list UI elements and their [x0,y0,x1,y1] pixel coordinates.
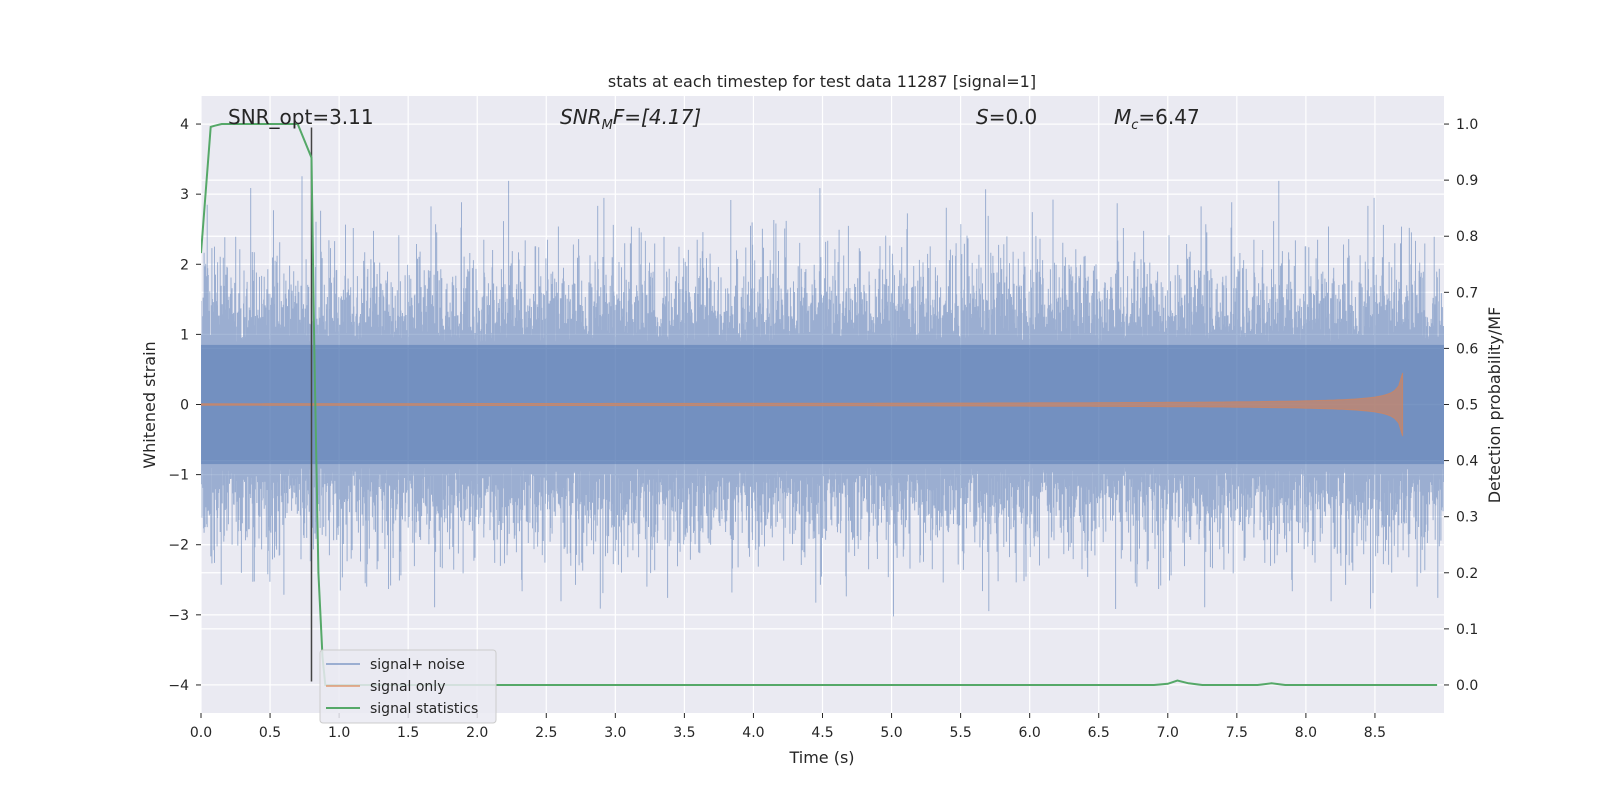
x-tick-label: 0.5 [259,725,281,741]
annotation-mc-sub: c [1131,118,1138,133]
annotation-snr-mf-base: SNR [560,105,602,129]
x-tick-label: 6.5 [1088,725,1110,741]
annotation-snr-mf-sub: M [602,118,613,133]
y-tick-label-right: 1.0 [1456,117,1478,133]
x-tick-label: 8.0 [1295,725,1317,741]
legend: signal+ noise signal only signal statist… [319,649,497,724]
y-tick-label-left: −3 [168,608,189,624]
annotation-mc-base: M [1114,105,1131,129]
x-tick-label: 4.0 [742,725,764,741]
chirp-envelope [201,372,1404,437]
annotation-mc-rest: =6.47 [1138,105,1199,129]
y-tick-label-left: −1 [168,468,189,484]
y-tick-label-right: 0.7 [1456,285,1478,301]
y-tick-label-right: 0.2 [1456,566,1478,582]
annotation-snr-mf-rest: F=[4.17] [613,105,701,129]
x-tick-label: 1.5 [397,725,419,741]
y-tick-label-left: 2 [180,257,189,273]
series-signal-only [201,372,1404,437]
y-tick-label-right: 0.3 [1456,510,1478,526]
x-tick-label: 5.5 [949,725,971,741]
y-tick-label-right: 0.1 [1456,622,1478,638]
x-tick-label: 3.5 [673,725,695,741]
x-tick-label: 1.0 [328,725,350,741]
y-tick-label-right: 0.6 [1456,341,1478,357]
x-axis-label: Time (s) [788,748,854,767]
legend-box [319,649,497,724]
x-tick-label: 5.0 [880,725,902,741]
x-tick-label: 7.0 [1157,725,1179,741]
x-tick-label: 4.5 [811,725,833,741]
chart-title: stats at each timestep for test data 112… [608,72,1036,91]
noise-trace [201,176,1444,617]
y-tick-label-left: 0 [180,398,189,414]
annotation-snr-mf: SNRMF=[4.17] [560,105,701,133]
legend-label-signal-only: signal only [370,679,445,695]
annotation-s: S=0.0 [976,105,1037,129]
x-tick-label: 2.5 [535,725,557,741]
annotation-mc: Mc=6.47 [1114,105,1200,133]
annotation-snr-opt: SNR_opt=3.11 [228,105,374,129]
y-tick-label-right: 0.5 [1456,398,1478,414]
x-tick-label: 7.5 [1226,725,1248,741]
x-tick-label: 8.5 [1364,725,1386,741]
annotation-s-rest: =0.0 [989,105,1038,129]
y-tick-label-left: −2 [168,538,189,554]
y-tick-label-left: 4 [180,117,189,133]
stats-line [201,123,1438,686]
y-tick-label-right: 0.8 [1456,229,1478,245]
y-axis-label-left: Whitened strain [140,341,159,468]
y-tick-label-left: 3 [180,187,189,203]
legend-label-signal-noise: signal+ noise [370,657,465,673]
y-tick-label-right: 0.9 [1456,173,1478,189]
annotation-s-italic: S [976,105,989,129]
y-tick-label-right: 0.0 [1456,678,1478,694]
y-axis-label-right: Detection probability/MF [1485,307,1504,504]
x-tick-label: 2.0 [466,725,488,741]
ticks: 0.0 0.5 1.0 1.5 2.0 2.5 3.0 3.5 4.0 4.5 5.0 5.5 6.0 6… [168,117,1478,741]
legend-label-signal-statistics: signal statistics [370,701,478,717]
series-signal-statistics [201,123,1438,686]
y-tick-label-left: −4 [168,678,189,694]
y-tick-label-left: 1 [180,327,189,343]
y-tick-label-right: 0.4 [1456,454,1478,470]
x-tick-label: 3.0 [604,725,626,741]
x-tick-label: 6.0 [1019,725,1041,741]
x-tick-label: 0.0 [190,725,212,741]
